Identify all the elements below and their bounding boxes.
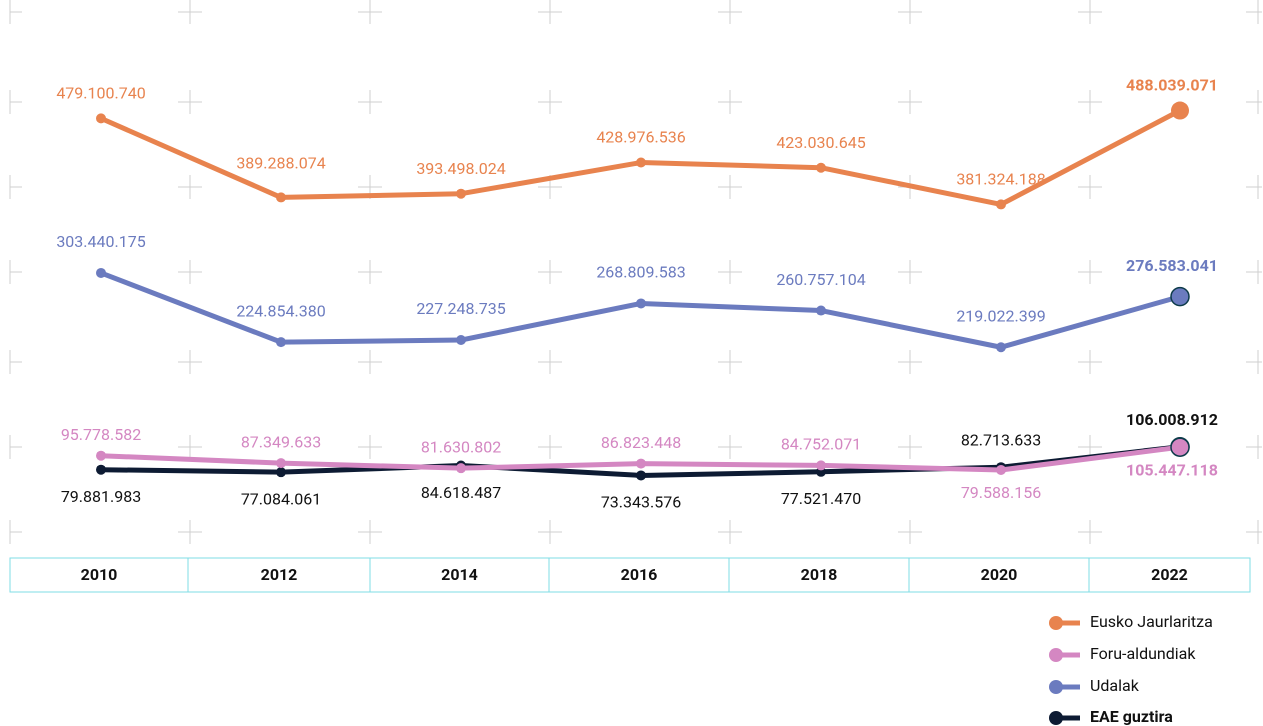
data-label: 428.976.536 <box>596 128 685 147</box>
data-label: 219.022.399 <box>956 306 1045 325</box>
data-point <box>636 157 646 168</box>
category-cell <box>1088 557 1251 593</box>
data-label: 105.447.118 <box>1126 460 1218 479</box>
data-point <box>96 113 106 124</box>
data-point <box>456 188 466 199</box>
data-label: 227.248.735 <box>416 299 505 318</box>
data-point <box>1170 286 1190 307</box>
data-point <box>96 267 106 278</box>
data-label: 79.881.983 <box>61 487 141 506</box>
x-tick-label: 2018 <box>801 565 838 584</box>
data-label: 84.752.071 <box>781 435 861 454</box>
legend-label: Foru-aldundiak <box>1090 644 1196 663</box>
data-label: 77.521.470 <box>781 489 861 508</box>
category-cell <box>908 557 1090 593</box>
data-point <box>996 342 1006 353</box>
data-label: 224.854.380 <box>236 301 325 320</box>
category-cell <box>187 557 371 593</box>
data-label: 84.618.487 <box>421 483 501 502</box>
data-label: 276.583.041 <box>1126 256 1218 275</box>
data-point <box>636 470 646 481</box>
data-point <box>816 460 826 471</box>
data-label: 81.630.802 <box>421 437 501 456</box>
x-tick-label: 2014 <box>441 565 478 584</box>
data-point <box>96 464 106 475</box>
data-label: 423.030.645 <box>776 133 865 152</box>
data-label: 303.440.175 <box>56 232 145 251</box>
data-label: 479.100.740 <box>56 84 145 103</box>
category-cell <box>9 557 189 593</box>
data-point <box>456 335 466 346</box>
legend-marker <box>1049 616 1063 630</box>
data-point <box>816 305 826 316</box>
data-label: 87.349.633 <box>241 432 321 451</box>
legend-label: EAE guztira <box>1090 707 1173 726</box>
data-label: 106.008.912 <box>1126 410 1218 429</box>
data-label: 95.778.582 <box>61 425 141 444</box>
data-point <box>276 458 286 469</box>
data-label: 389.288.074 <box>236 154 325 173</box>
data-point <box>96 450 106 461</box>
data-label: 73.343.576 <box>601 493 681 512</box>
x-tick-label: 2016 <box>621 565 658 584</box>
data-label: 393.498.024 <box>416 159 505 178</box>
data-label: 77.084.061 <box>241 489 321 508</box>
data-label: 82.713.633 <box>961 430 1041 449</box>
data-label: 268.809.583 <box>596 263 685 282</box>
x-tick-label: 2020 <box>981 565 1018 584</box>
data-label: 260.757.104 <box>776 270 865 289</box>
data-point <box>996 199 1006 210</box>
data-label: 381.324.188 <box>956 170 1045 189</box>
data-point <box>816 162 826 173</box>
legend-marker <box>1049 648 1063 662</box>
data-label: 488.039.071 <box>1126 76 1218 95</box>
data-point <box>1171 101 1189 120</box>
data-point <box>456 463 466 474</box>
data-point <box>636 298 646 309</box>
legend-marker <box>1049 680 1063 694</box>
x-tick-label: 2012 <box>261 565 298 584</box>
data-point <box>276 467 286 478</box>
data-point <box>996 464 1006 475</box>
legend-label: Eusko Jaurlaritza <box>1090 612 1213 631</box>
category-cell <box>369 557 550 593</box>
data-label: 79.588.156 <box>961 483 1041 502</box>
data-point <box>636 458 646 469</box>
data-point <box>276 192 286 203</box>
category-cell <box>728 557 910 593</box>
legend-label: Udalak <box>1090 676 1140 695</box>
category-cell <box>548 557 730 593</box>
data-point <box>1170 437 1190 457</box>
x-tick-label: 2022 <box>1151 565 1188 584</box>
legend-marker <box>1049 711 1063 725</box>
data-label: 86.823.448 <box>601 433 681 452</box>
data-point <box>276 337 286 348</box>
x-tick-label: 2010 <box>81 565 118 584</box>
